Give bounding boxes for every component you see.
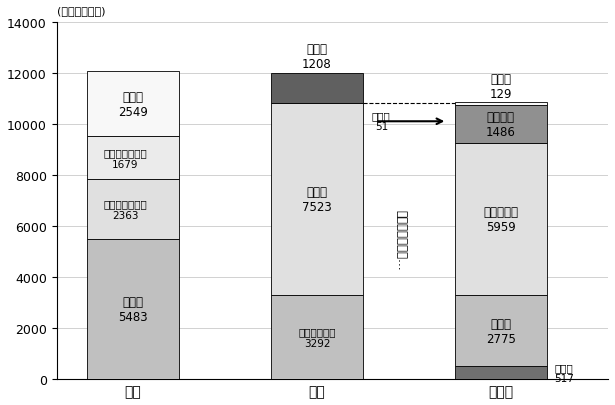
Bar — [87, 72, 179, 137]
Bar — [87, 240, 179, 379]
Bar — [87, 137, 179, 180]
Text: 使用料
5483: 使用料 5483 — [118, 296, 148, 324]
Bar — [455, 144, 547, 296]
Text: 性質別にみると…: 性質別にみると… — [395, 209, 408, 270]
Bar — [271, 296, 363, 379]
Bar — [455, 366, 547, 379]
Text: その他
129: その他 129 — [490, 72, 512, 100]
Text: 支払利息
1486: 支払利息 1486 — [486, 111, 516, 139]
Text: 他会計補助金等
1679: 他会計補助金等 1679 — [103, 147, 148, 169]
Bar — [87, 180, 179, 240]
Text: 維持管理経費
3292: 維持管理経費 3292 — [298, 326, 336, 348]
Text: 物件費
2775: 物件費 2775 — [486, 317, 516, 345]
Text: 雨水処理負担金
2363: 雨水処理負担金 2363 — [103, 199, 148, 220]
Bar — [271, 73, 363, 104]
Bar — [455, 106, 547, 144]
Text: 人件費
517: 人件費 517 — [555, 362, 574, 384]
Text: (単位：百万円): (単位：百万円) — [57, 6, 105, 16]
Text: 資本費
7523: 資本費 7523 — [302, 186, 332, 214]
Bar — [455, 296, 547, 366]
Text: 純利益
1208: 純利益 1208 — [302, 43, 332, 71]
Text: その他
51: その他 51 — [372, 111, 391, 132]
Bar — [455, 103, 547, 106]
Bar — [271, 104, 363, 296]
Text: その他
2549: その他 2549 — [118, 91, 148, 119]
Text: 減価償却費
5959: 減価償却費 5959 — [483, 206, 518, 234]
